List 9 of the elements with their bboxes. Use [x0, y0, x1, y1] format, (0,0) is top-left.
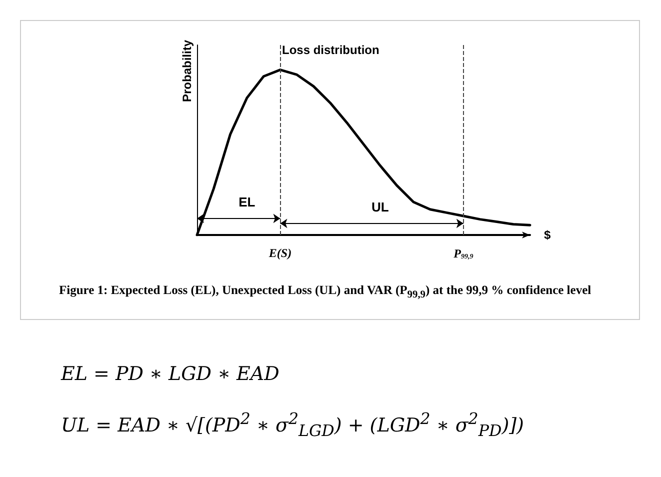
- y-axis-title: Probability: [180, 40, 194, 102]
- text: EL = PD ∗ LGD ∗ EAD: [61, 363, 280, 385]
- x-axis-title: $: [544, 228, 551, 242]
- annotation: UL: [371, 199, 389, 214]
- text: UL = EAD ∗ √[(PD$^{2}$ ∗ σ$^{2}$$_{LGD}$) + (LGD$^{2}$ ∗ σ$^{2}$$_{PD}$)]): [61, 409, 524, 440]
- annotation: EL: [238, 194, 256, 210]
- x-tick-label: E(S): [268, 246, 292, 260]
- caption: Figure 1: Expected Loss (EL), Unexpected Loss (UL) and VAR (P$_{99,9}$) at the 99,9 % confidence level: [59, 282, 592, 302]
- chart-title: Loss distribution: [282, 43, 380, 57]
